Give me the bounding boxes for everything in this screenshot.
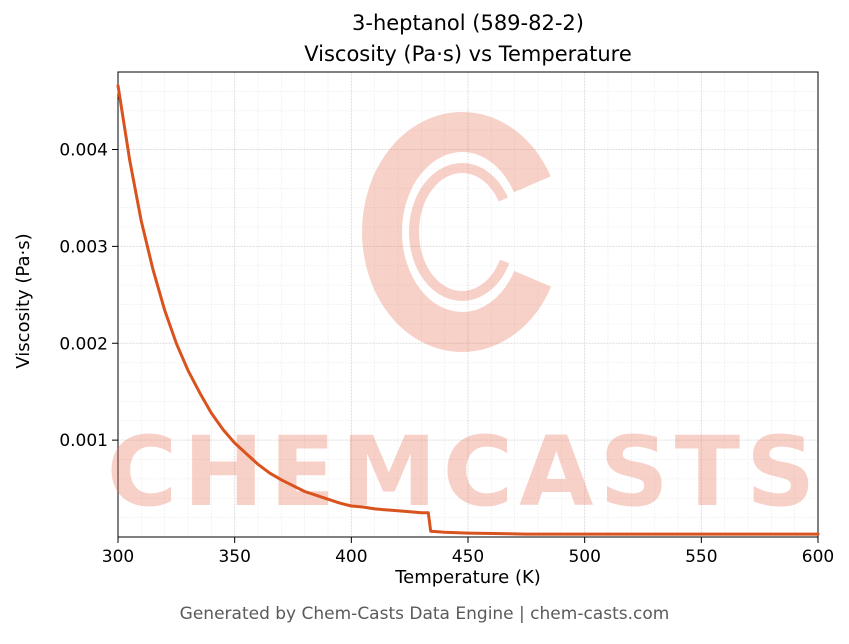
x-tick-label: 600 [802,547,834,567]
plot-border [117,71,819,538]
x-tick-label: 500 [568,547,600,567]
x-tick-label: 450 [452,547,484,567]
y-tick-label: 0.004 [59,141,108,161]
x-tick-label: 400 [335,547,367,567]
viscosity-series-line [116,84,820,536]
watermark-text: CHEMCASTS [107,416,821,528]
x-tick-label: 300 [102,547,134,567]
chart-title-line1: 3-heptanol (589-82-2) [352,11,584,35]
chemcasts-c-swirl-inner-icon [409,163,515,301]
y-axis-label: Viscosity (Pa·s) [13,233,34,369]
x-tick-label: 550 [685,547,717,567]
y-tick-label: 0.003 [59,237,108,257]
watermark: CHEMCASTS [107,112,821,528]
x-tick-label: 350 [218,547,250,567]
x-axis-label: Temperature (K) [395,567,541,588]
y-tick-label: 0.002 [59,334,108,354]
chart-title-line2: Viscosity (Pa·s) vs Temperature [304,42,632,66]
y-tick-label: 0.001 [59,431,108,451]
footer-credit: Generated by Chem-Casts Data Engine | ch… [179,604,670,624]
chemcasts-c-swirl-logo-icon [362,112,562,352]
chart-title: 3-heptanol (589-82-2) Viscosity (Pa·s) v… [118,8,818,70]
